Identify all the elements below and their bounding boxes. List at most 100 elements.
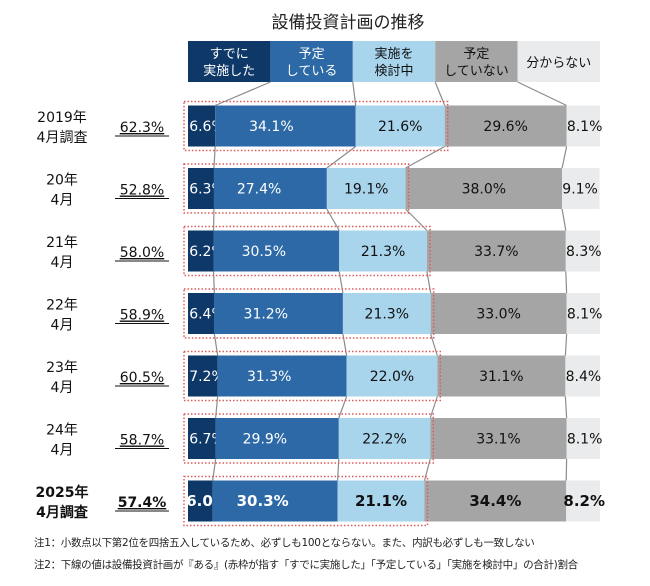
connector-line bbox=[423, 458, 431, 481]
category-label: 4月 bbox=[51, 193, 74, 209]
data-label: 34.1% bbox=[249, 119, 293, 135]
connector-line bbox=[564, 333, 568, 356]
data-label: 30.5% bbox=[242, 244, 286, 260]
connector-line bbox=[338, 396, 348, 419]
bar-segment bbox=[565, 230, 600, 272]
legend-box-3 bbox=[435, 41, 518, 82]
data-label: 21.3% bbox=[361, 244, 405, 260]
chart-title: 設備投資計画の推移 bbox=[272, 13, 425, 33]
connector-line bbox=[326, 208, 340, 231]
bar-segment bbox=[430, 293, 567, 334]
category-label: 24年 bbox=[46, 423, 78, 439]
category-label: 4月調査 bbox=[36, 504, 89, 521]
bar-segment bbox=[566, 480, 600, 522]
data-label: 31.1% bbox=[479, 369, 523, 385]
bar-segment bbox=[213, 230, 340, 272]
note-2: 注2：下線の値は設備投資計画が『ある』(赤枠が指す「すでに実施した」「予定してい… bbox=[34, 559, 578, 571]
legend-label-1: 予定 bbox=[299, 47, 325, 62]
bar-segment bbox=[444, 105, 567, 147]
bar-segment bbox=[213, 168, 327, 209]
connector-line bbox=[213, 333, 219, 356]
bar-segment bbox=[405, 168, 563, 209]
bar-segment bbox=[337, 480, 425, 522]
highlight-box bbox=[183, 163, 410, 214]
legend-box-2 bbox=[352, 41, 436, 82]
total-value: 57.4% bbox=[118, 495, 167, 511]
bar-segment bbox=[215, 418, 339, 459]
category-label: 20年 bbox=[46, 173, 78, 189]
connector-line bbox=[429, 396, 438, 419]
legend-label-0: 実施した bbox=[203, 63, 255, 79]
legend-label-1: している bbox=[286, 64, 338, 79]
bar-segment bbox=[346, 355, 438, 397]
total-value: 58.7% bbox=[120, 433, 164, 449]
bar-segment bbox=[339, 230, 427, 272]
data-label: 8.1% bbox=[567, 307, 603, 323]
bar-segment bbox=[566, 418, 600, 459]
connector-line bbox=[326, 146, 357, 169]
data-label: 30.3% bbox=[237, 492, 289, 510]
bar-segment bbox=[188, 293, 215, 334]
bar-segment bbox=[188, 168, 214, 209]
highlight-box bbox=[183, 225, 431, 277]
data-label: 31.2% bbox=[244, 307, 288, 323]
bar-segment bbox=[188, 105, 216, 147]
total-value: 58.9% bbox=[120, 308, 164, 324]
legend-label-3: 予定 bbox=[463, 47, 489, 62]
bar-segment bbox=[566, 293, 600, 334]
highlight-box bbox=[183, 350, 442, 402]
legend-box-1 bbox=[270, 41, 353, 82]
data-label: 38.0% bbox=[462, 182, 506, 198]
legend-label-0: すでに bbox=[210, 47, 249, 62]
bar-segment bbox=[566, 105, 600, 147]
category-label: 4月 bbox=[51, 380, 74, 396]
data-label: 29.6% bbox=[483, 119, 527, 135]
data-label: 33.7% bbox=[474, 244, 518, 260]
connector-line bbox=[564, 396, 568, 419]
data-label: 7.2% bbox=[189, 369, 225, 385]
data-label: 31.3% bbox=[247, 369, 291, 385]
connector-line bbox=[215, 396, 219, 419]
connector-line bbox=[213, 146, 216, 169]
data-label: 33.1% bbox=[476, 432, 520, 448]
note-1: 注1：小数点以下第2位を四捨五入しているため、必ずしも100とならない。また、内… bbox=[34, 537, 535, 549]
connector-line bbox=[517, 81, 567, 107]
bar-segment bbox=[188, 480, 213, 522]
bar-segment bbox=[212, 480, 338, 522]
total-value: 62.3% bbox=[120, 120, 164, 136]
connector-line bbox=[565, 271, 568, 294]
bar-segment bbox=[326, 168, 406, 209]
data-label: 19.1% bbox=[344, 182, 388, 198]
total-value: 58.0% bbox=[120, 245, 164, 261]
bar-segment bbox=[355, 105, 445, 147]
bar-segment bbox=[342, 293, 431, 334]
category-label: 4月調査 bbox=[37, 130, 88, 146]
connector-line bbox=[212, 458, 217, 481]
connector-line bbox=[212, 271, 215, 294]
data-label: 21.6% bbox=[378, 119, 422, 135]
bar-segment bbox=[188, 355, 218, 397]
bar-segment bbox=[424, 480, 567, 522]
data-label: 27.4% bbox=[237, 182, 281, 198]
legend-box-0 bbox=[188, 41, 271, 82]
data-label: 29.9% bbox=[243, 432, 287, 448]
data-label: 34.4% bbox=[469, 492, 521, 510]
legend-label-2: 実施を bbox=[374, 46, 413, 62]
connector-line bbox=[338, 271, 344, 294]
legend-label-2: 検討中 bbox=[374, 63, 413, 79]
connector-line bbox=[561, 146, 568, 169]
connector-line bbox=[214, 81, 271, 107]
legend-box-4 bbox=[517, 41, 600, 82]
highlight-box bbox=[183, 100, 449, 152]
category-label: 4月 bbox=[51, 255, 74, 271]
data-label: 8.3% bbox=[566, 244, 602, 260]
data-label: 21.1% bbox=[355, 492, 407, 510]
highlight-box bbox=[183, 288, 435, 339]
bar-segment bbox=[430, 418, 567, 459]
bar-segment bbox=[217, 355, 347, 397]
bar-segment bbox=[214, 293, 343, 334]
bar-segment bbox=[188, 418, 216, 459]
category-label: 2019年 bbox=[37, 110, 87, 126]
data-label: 21.3% bbox=[365, 307, 409, 323]
